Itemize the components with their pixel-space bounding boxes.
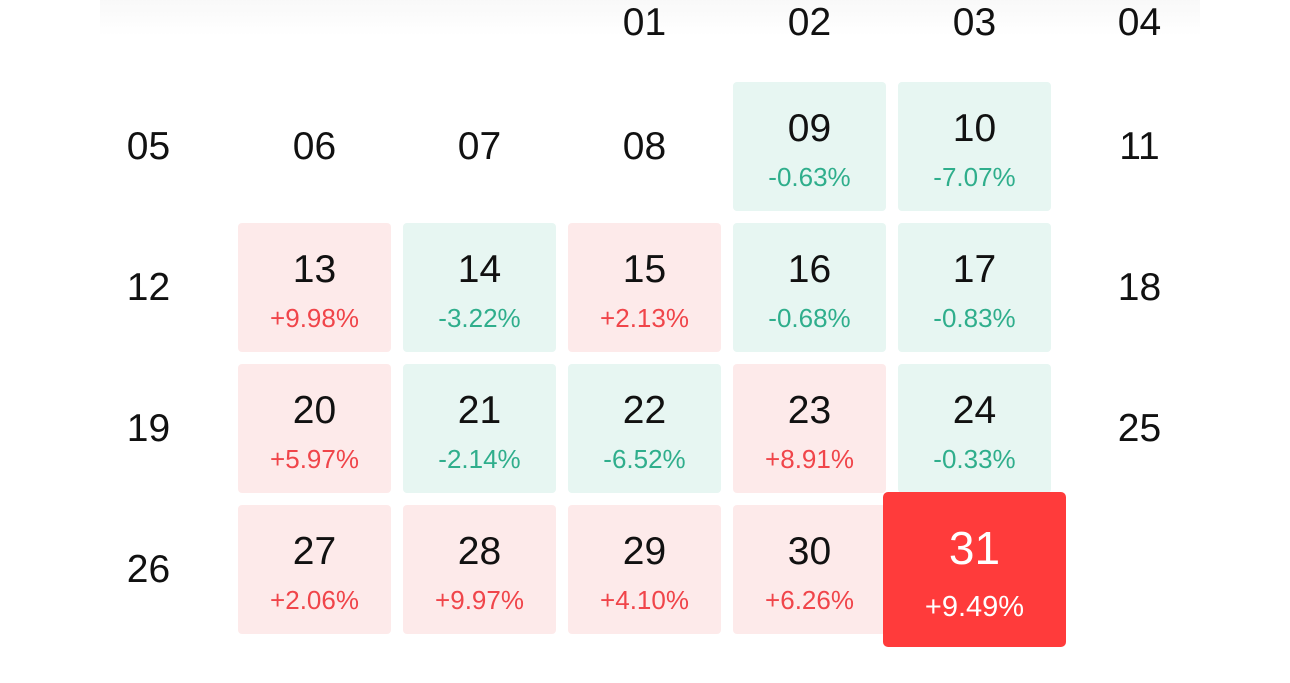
day-number: 23	[787, 389, 832, 432]
calendar-day[interactable]: 03	[898, 0, 1051, 87]
day-number: 24	[952, 389, 997, 432]
day-change-percent: +6.26%	[765, 585, 854, 615]
calendar-day[interactable]: 10 -7.07%	[898, 82, 1051, 211]
calendar-day[interactable]: 12	[72, 223, 225, 352]
day-change-percent: -6.52%	[603, 444, 686, 474]
day-number: 08	[622, 125, 667, 168]
day-number: 14	[457, 248, 502, 291]
day-number: 05	[126, 125, 171, 168]
day-number: 15	[622, 248, 667, 291]
day-number: 28	[457, 530, 502, 573]
day-number: 01	[622, 1, 667, 44]
day-number: 09	[787, 107, 832, 150]
day-number: 27	[292, 530, 337, 573]
day-change-percent: -0.83%	[933, 303, 1016, 333]
calendar-day[interactable]: 06	[238, 82, 391, 211]
calendar-day[interactable]: 01	[568, 0, 721, 87]
calendar-day[interactable]: 08	[568, 82, 721, 211]
day-number: 03	[952, 1, 997, 44]
day-change-percent: -3.22%	[438, 303, 521, 333]
day-number: 26	[126, 548, 171, 591]
day-change-percent: +9.97%	[435, 585, 524, 615]
day-number: 02	[787, 1, 832, 44]
calendar-day[interactable]: 26	[72, 505, 225, 634]
day-number: 16	[787, 248, 832, 291]
day-number: 21	[457, 389, 502, 432]
day-number: 11	[1119, 125, 1160, 168]
calendar-day[interactable]: 30 +6.26%	[733, 505, 886, 634]
calendar-day[interactable]: 19	[72, 364, 225, 493]
day-number: 18	[1117, 266, 1162, 309]
calendar-day[interactable]: 04	[1063, 0, 1216, 87]
calendar-day[interactable]: 21 -2.14%	[403, 364, 556, 493]
day-number: 04	[1117, 1, 1162, 44]
calendar-day[interactable]: 16 -0.68%	[733, 223, 886, 352]
calendar-day[interactable]: 17 -0.83%	[898, 223, 1051, 352]
day-number: 07	[457, 125, 502, 168]
calendar-day[interactable]: 15 +2.13%	[568, 223, 721, 352]
day-change-percent: +5.97%	[270, 444, 359, 474]
calendar-day[interactable]: 25	[1063, 364, 1216, 493]
calendar-day[interactable]: 28 +9.97%	[403, 505, 556, 634]
calendar-day-selected[interactable]: 31 +9.49%	[883, 492, 1066, 647]
day-number: 29	[622, 530, 667, 573]
day-change-percent: +9.98%	[270, 303, 359, 333]
day-change-percent: +9.49%	[924, 591, 1025, 623]
calendar-day[interactable]: 05	[72, 82, 225, 211]
day-change-percent: -0.33%	[933, 444, 1016, 474]
day-number: 06	[292, 125, 337, 168]
day-change-percent: -0.63%	[768, 162, 851, 192]
calendar-day[interactable]: 14 -3.22%	[403, 223, 556, 352]
day-number: 12	[126, 266, 171, 309]
day-number: 30	[787, 530, 832, 573]
day-change-percent: +4.10%	[600, 585, 689, 615]
day-number: 10	[952, 107, 997, 150]
day-number: 13	[292, 248, 337, 291]
calendar-day[interactable]: 02	[733, 0, 886, 87]
day-change-percent: +2.06%	[270, 585, 359, 615]
day-number: 31	[948, 522, 1001, 574]
day-number: 19	[126, 407, 171, 450]
day-change-percent: -0.68%	[768, 303, 851, 333]
calendar-day[interactable]: 07	[403, 82, 556, 211]
calendar-day[interactable]: 27 +2.06%	[238, 505, 391, 634]
day-number: 22	[622, 389, 667, 432]
day-change-percent: +2.13%	[600, 303, 689, 333]
day-number: 25	[1117, 407, 1162, 450]
calendar-day[interactable]: 09 -0.63%	[733, 82, 886, 211]
calendar-day[interactable]: 18	[1063, 223, 1216, 352]
top-fade-overlay	[100, 0, 1200, 36]
day-number: 20	[292, 389, 337, 432]
calendar-day[interactable]: 22 -6.52%	[568, 364, 721, 493]
calendar-day[interactable]: 20 +5.97%	[238, 364, 391, 493]
day-number: 17	[952, 248, 997, 291]
calendar-day[interactable]: 23 +8.91%	[733, 364, 886, 493]
calendar-day[interactable]: 24 -0.33%	[898, 364, 1051, 493]
calendar-day[interactable]: 13 +9.98%	[238, 223, 391, 352]
day-change-percent: +8.91%	[765, 444, 854, 474]
calendar-day[interactable]: 11	[1063, 82, 1216, 211]
calendar-day[interactable]: 29 +4.10%	[568, 505, 721, 634]
day-change-percent: -2.14%	[438, 444, 521, 474]
day-change-percent: -7.07%	[933, 162, 1016, 192]
